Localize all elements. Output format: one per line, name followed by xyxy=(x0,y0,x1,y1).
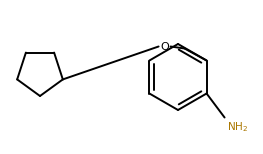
Text: NH$_2$: NH$_2$ xyxy=(227,120,248,134)
Text: O: O xyxy=(160,41,169,51)
